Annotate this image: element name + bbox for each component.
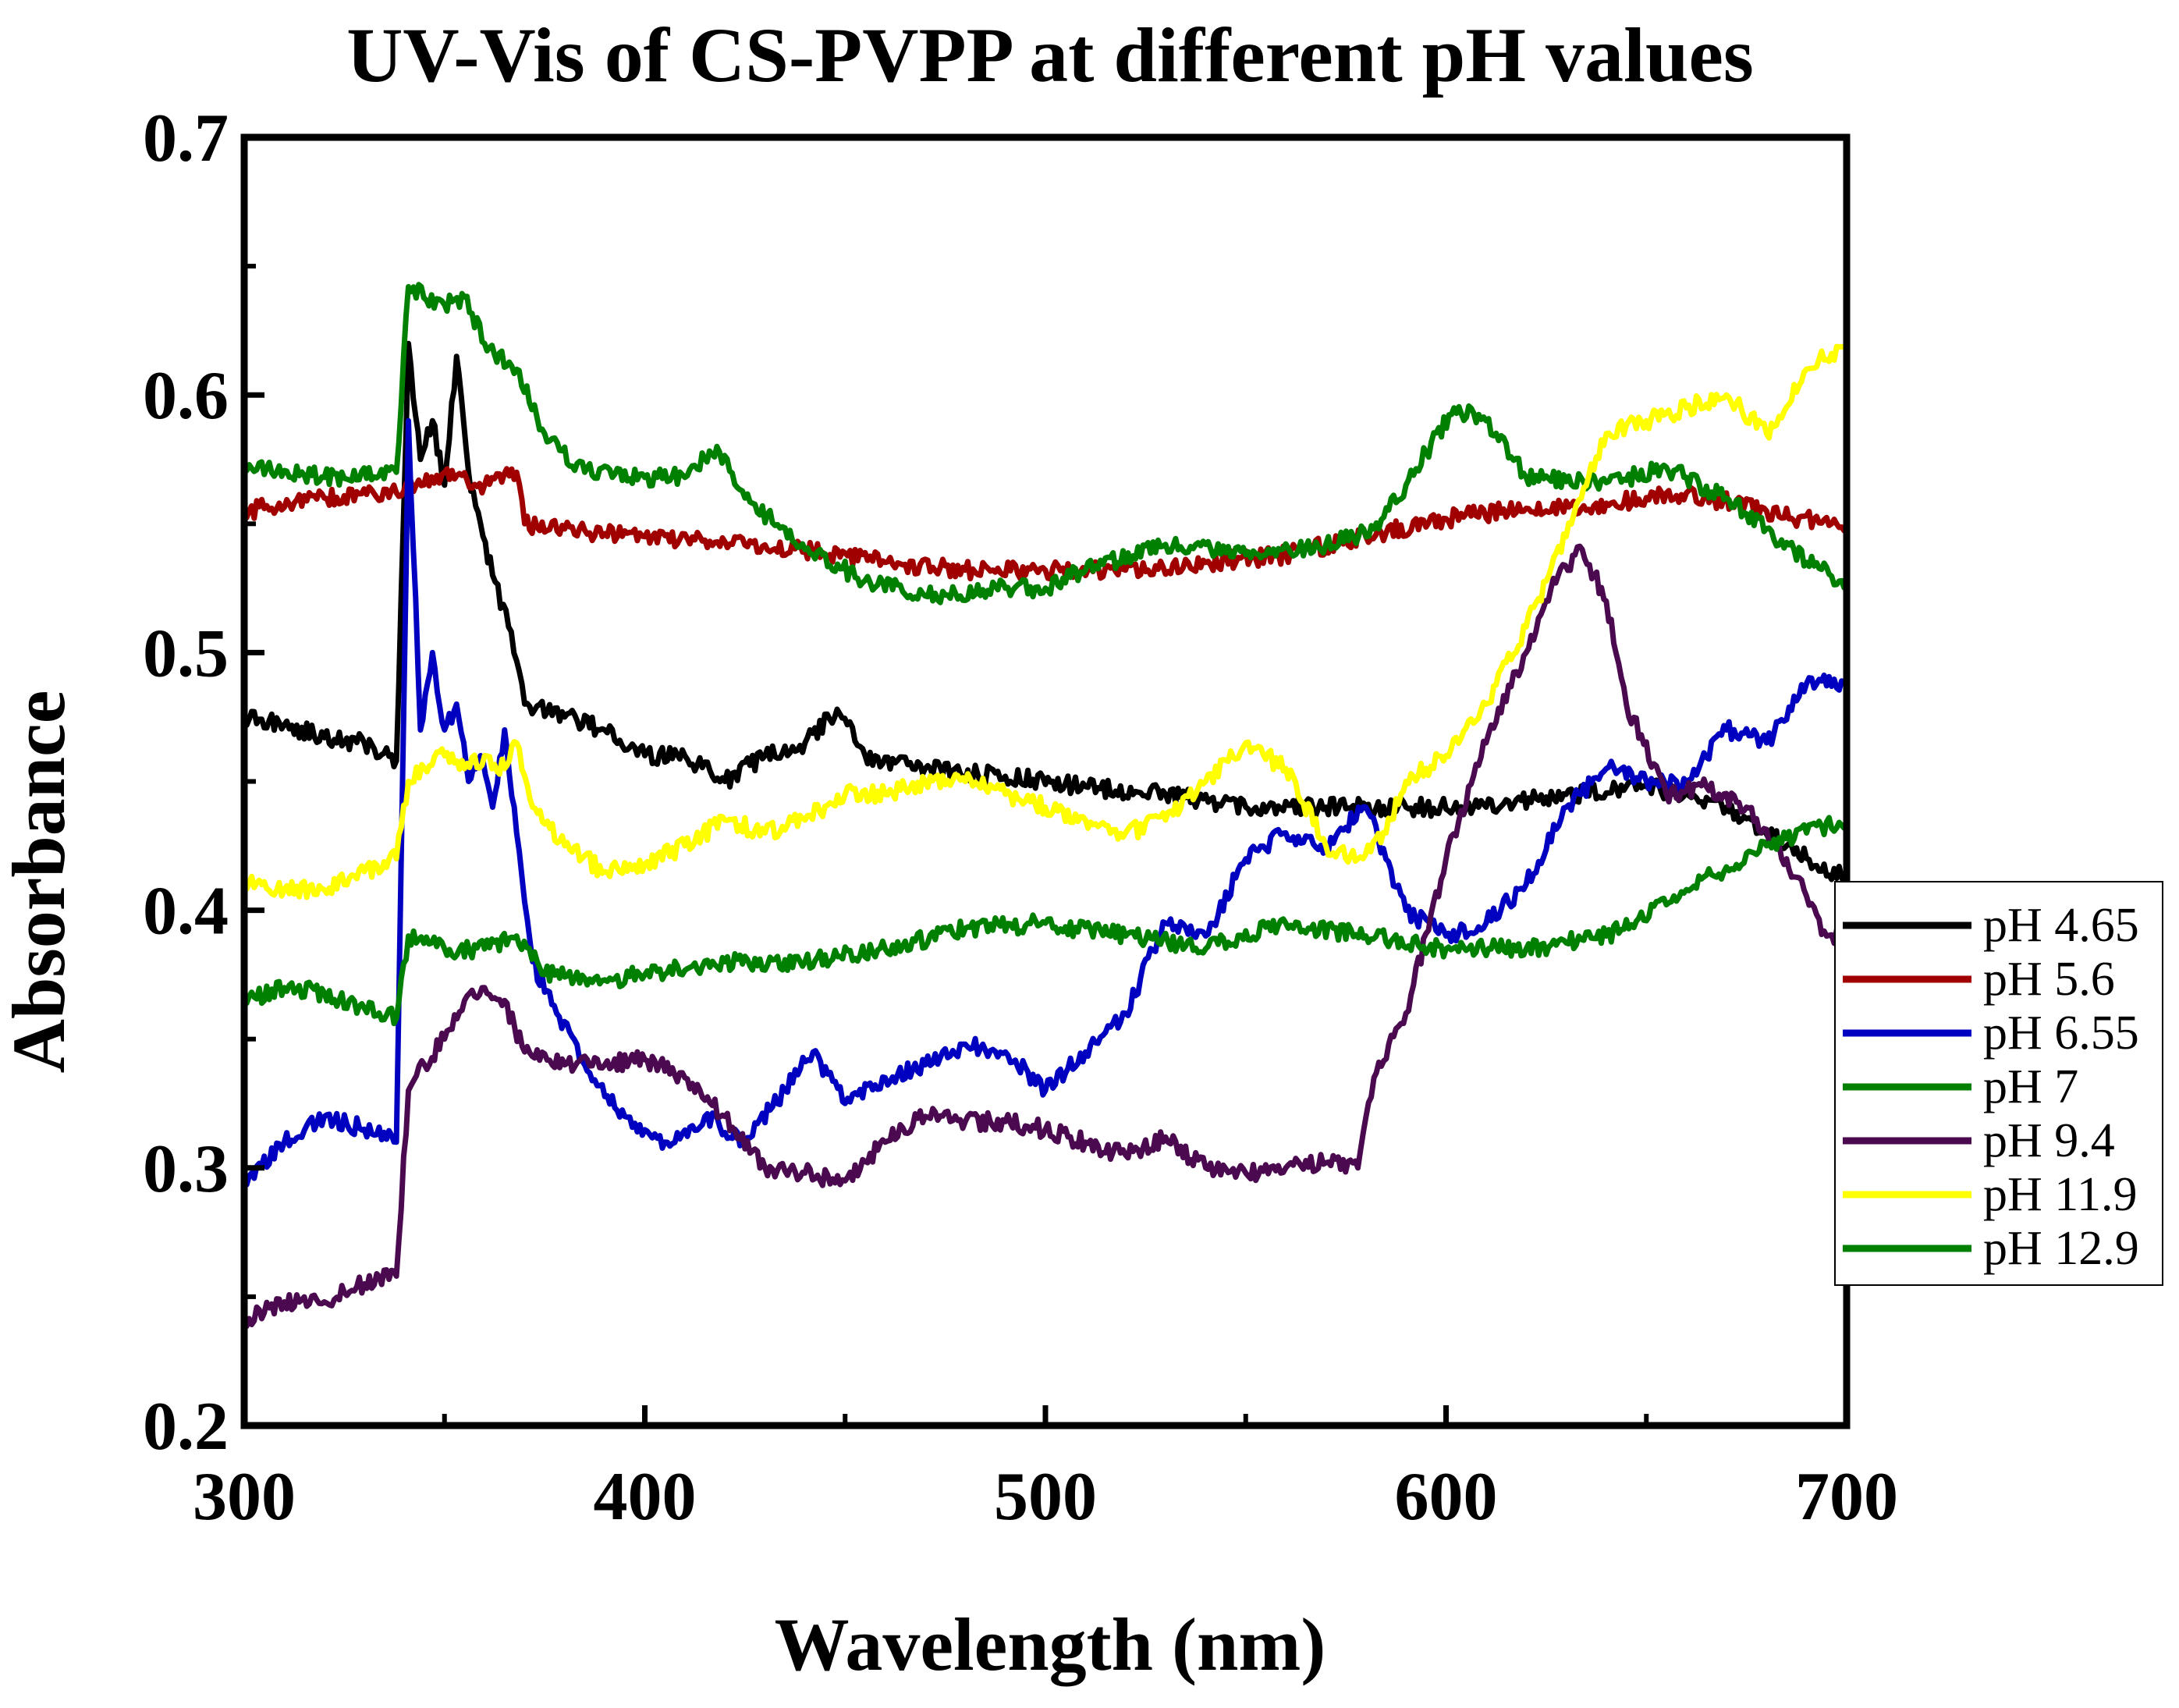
legend-label: pH 11.9 (1983, 1168, 2137, 1221)
series-line (241, 340, 1850, 900)
x-tick-label: 300 (193, 1459, 296, 1535)
x-axis-title: Wavelength (nm) (775, 1603, 1326, 1686)
legend-label: pH 6.55 (1983, 1007, 2139, 1060)
y-tick-label: 0.3 (143, 1131, 229, 1207)
series-line (241, 543, 1850, 1330)
y-axis-title: Absorbance (0, 691, 80, 1074)
series-line (241, 282, 1850, 605)
y-tick-label: 0.7 (143, 101, 229, 176)
series-line (241, 815, 1850, 1027)
chart-title: UV-Vis of CS-PVPP at different pH values (346, 12, 1754, 98)
x-tick-label: 500 (994, 1459, 1097, 1535)
x-tick-label: 700 (1795, 1459, 1898, 1535)
series-line (241, 466, 1850, 582)
y-tick-label: 0.5 (143, 616, 229, 691)
legend-label: pH 9.4 (1983, 1114, 2115, 1167)
legend-label: pH 12.9 (1983, 1222, 2139, 1275)
tick-layer: 300 400 500 600 700 0.2 0.3 0.4 0.5 0.6 0.7 (143, 101, 1898, 1535)
series-layer (241, 282, 1850, 1330)
y-tick-label: 0.4 (143, 874, 229, 950)
series-line (241, 340, 1850, 887)
x-tick-label: 600 (1395, 1459, 1498, 1535)
legend-label: pH 5.6 (1983, 953, 2115, 1006)
legend-label: pH 7 (1983, 1060, 2078, 1113)
y-tick-label: 0.2 (143, 1389, 229, 1465)
legend-label: pH 4.65 (1983, 899, 2139, 952)
y-tick-label: 0.6 (143, 358, 229, 434)
series-line (241, 417, 1850, 1188)
x-tick-label: 400 (594, 1459, 697, 1535)
